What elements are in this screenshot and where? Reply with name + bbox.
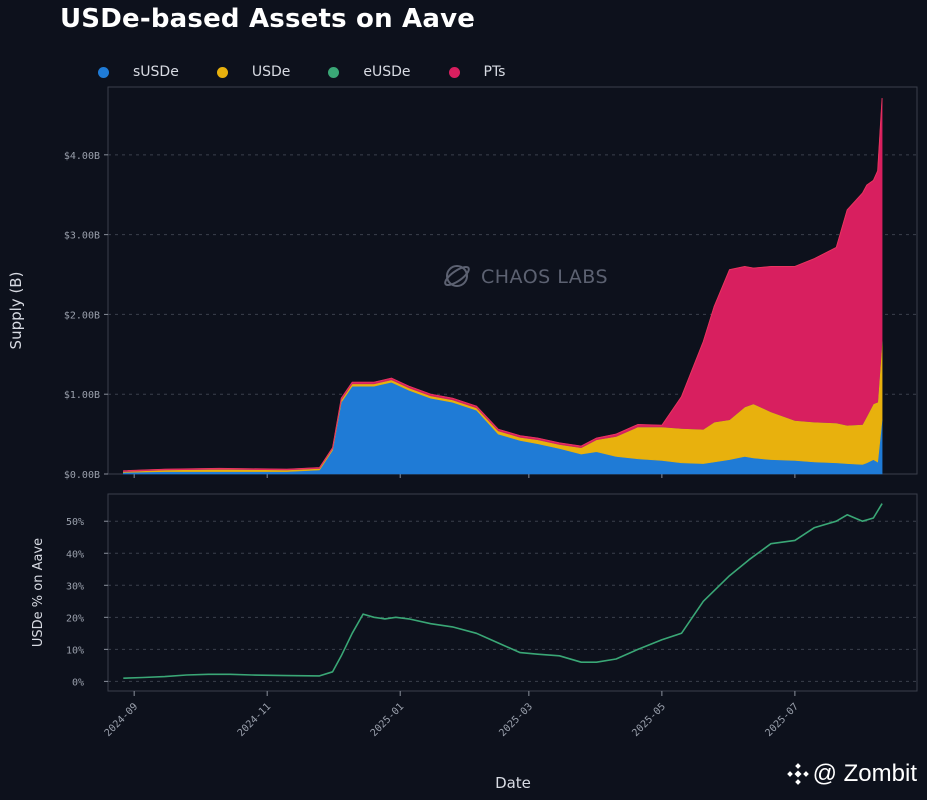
legend-item-pts[interactable]: PTs [448, 64, 506, 80]
binance-diamond-icon [786, 763, 809, 785]
top-y-tick-label: $0.00B [64, 470, 100, 481]
legend: sUSDe USDe eUSDe PTs [98, 62, 543, 82]
legend-item-susde[interactable]: sUSDe [98, 64, 179, 80]
chaos-labs-logo-icon [446, 265, 468, 287]
legend-label-susde: sUSDe [133, 64, 179, 80]
bottom-y-tick-label: 0% [72, 677, 84, 688]
top-y-tick-label: $4.00B [64, 151, 100, 162]
legend-item-usde[interactable]: USDe [216, 64, 291, 80]
legend-swatch-eusde [328, 66, 340, 78]
x-tick-label: 2025-01 [369, 701, 407, 739]
legend-label-eusde: eUSDe [363, 64, 411, 80]
legend-item-eusde[interactable]: eUSDe [328, 64, 411, 80]
top-y-tick-label: $2.00B [64, 310, 100, 321]
x-tick-label: 2025-05 [630, 701, 668, 739]
x-tick-label: 2025-07 [763, 701, 801, 739]
top-y-axis-title: Supply (B) [7, 272, 25, 350]
legend-label-usde: USDe [251, 64, 291, 80]
usde-percent-line-chart: 0% 10% 20% 30% 40% 50% 2024-09 2024-11 2025-01 20… [31, 493, 918, 792]
chaos-labs-orbit-icon [444, 265, 470, 287]
zombit-credit: @ Zombit [786, 760, 917, 788]
chart-title: USDe-based Assets on Aave [60, 4, 476, 34]
bottom-y-tick-label: 20% [66, 613, 84, 624]
bottom-y-tick-label: 40% [66, 549, 84, 560]
top-y-tick-label: $1.00B [64, 390, 100, 401]
credit-text: @ Zombit [812, 760, 917, 787]
bottom-plot-frame [107, 493, 918, 692]
supply-area-chart: $0.00B $1.00B $2.00B $3.00B $4.00B CHAOS LABS… [7, 86, 918, 481]
legend-label-pts: PTs [483, 64, 506, 80]
x-tick-label: 2024-11 [236, 701, 274, 739]
watermark-text: CHAOS LABS [481, 266, 608, 288]
usde-percent-line [123, 503, 883, 679]
x-axis-title: Date [495, 774, 531, 792]
legend-swatch-usde [216, 66, 228, 78]
chaos-labs-watermark: CHAOS LABS [444, 265, 608, 288]
stack-top-outline [123, 98, 883, 472]
bottom-y-tick-label: 10% [66, 645, 84, 656]
bottom-y-tick-label: 30% [66, 581, 84, 592]
bottom-y-tick-label: 50% [66, 517, 84, 528]
legend-swatch-pts [448, 66, 460, 78]
legend-swatch-susde [98, 66, 109, 78]
x-tick-label: 2024-09 [103, 701, 141, 739]
x-tick-label: 2025-03 [497, 701, 535, 739]
top-y-tick-label: $3.00B [64, 231, 100, 242]
bottom-y-axis-title: USDe % on Aave [31, 538, 46, 647]
